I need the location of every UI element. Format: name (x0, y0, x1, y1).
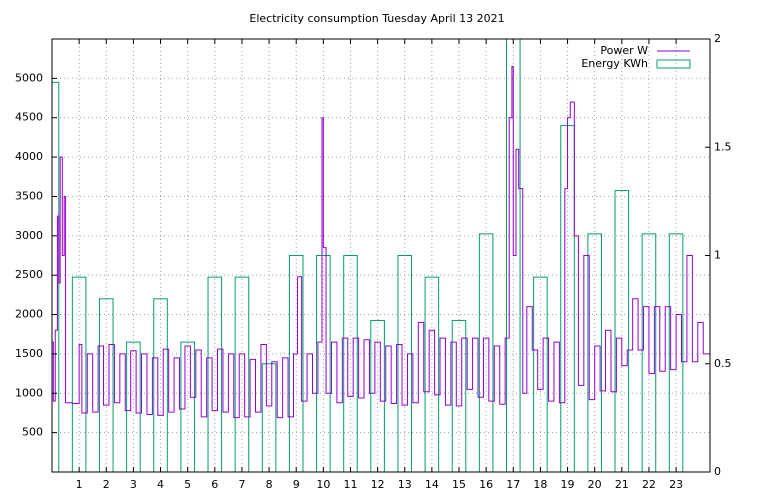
energy-box (261, 363, 277, 472)
y2-tick-label: 0 (714, 465, 721, 478)
y2-tick-label: 1.5 (714, 140, 732, 153)
y-tick-label: 5000 (15, 71, 43, 84)
y2-tick-label: 1 (714, 249, 721, 262)
legend-label: Energy KWh (581, 57, 648, 70)
x-tick-label: 7 (238, 478, 245, 491)
energy-box (668, 233, 684, 472)
x-tick-label: 20 (588, 478, 602, 491)
y2-tick-label: 2 (714, 32, 721, 45)
energy-box (234, 276, 250, 472)
plot-border (51, 38, 711, 473)
x-tick-label: 13 (398, 478, 412, 491)
energy-box (288, 255, 304, 472)
x-tick-label: 17 (506, 478, 520, 491)
legend-label: Power W (600, 44, 648, 57)
x-tick-label: 8 (266, 478, 273, 491)
x-tick-label: 11 (343, 478, 357, 491)
energy-box (451, 319, 467, 472)
x-tick-label: 16 (479, 478, 493, 491)
energy-box (424, 276, 440, 472)
y-tick-label: 4000 (15, 150, 43, 163)
energy-box (370, 319, 385, 472)
y-tick-label: 2000 (15, 308, 43, 321)
energy-box (126, 341, 141, 472)
x-tick-label: 15 (452, 478, 466, 491)
x-tick-label: 19 (561, 478, 575, 491)
energy-box (478, 233, 494, 472)
x-tick-label: 18 (533, 478, 547, 491)
x-tick-label: 21 (615, 478, 629, 491)
energy-box (397, 255, 413, 472)
y-tick-label: 1000 (15, 386, 43, 399)
energy-box (641, 233, 657, 472)
power-line (52, 66, 710, 419)
energy-box (180, 341, 195, 472)
x-tick-label: 14 (425, 478, 439, 491)
x-tick-label: 22 (642, 478, 656, 491)
grid (52, 39, 710, 472)
energy-box (153, 298, 168, 472)
chart-title: Electricity consumption Tuesday April 13… (249, 12, 504, 25)
x-tick-label: 6 (211, 478, 218, 491)
legend-swatch (656, 59, 691, 69)
y2-tick-label: 0.5 (714, 357, 732, 370)
x-tick-label: 3 (130, 478, 137, 491)
x-tick-label: 23 (669, 478, 683, 491)
energy-box (343, 255, 358, 472)
energy-box (614, 190, 630, 472)
energy-box (71, 276, 87, 472)
y-tick-label: 3500 (15, 189, 43, 202)
x-tick-label: 4 (157, 478, 164, 491)
y-tick-label: 500 (22, 426, 43, 439)
energy-box (207, 276, 223, 472)
x-tick-label: 10 (316, 478, 330, 491)
x-tick-label: 1 (76, 478, 83, 491)
x-tick-label: 12 (371, 478, 385, 491)
y-tick-label: 1500 (15, 347, 43, 360)
energy-box (98, 298, 114, 472)
energy-box (533, 276, 548, 472)
energy-box (316, 255, 331, 472)
x-tick-label: 9 (293, 478, 300, 491)
y-tick-label: 2500 (15, 268, 43, 281)
y-tick-label: 3000 (15, 229, 43, 242)
x-tick-label: 5 (184, 478, 191, 491)
energy-box (587, 233, 602, 472)
y-tick-label: 4500 (15, 111, 43, 124)
x-tick-label: 2 (103, 478, 110, 491)
